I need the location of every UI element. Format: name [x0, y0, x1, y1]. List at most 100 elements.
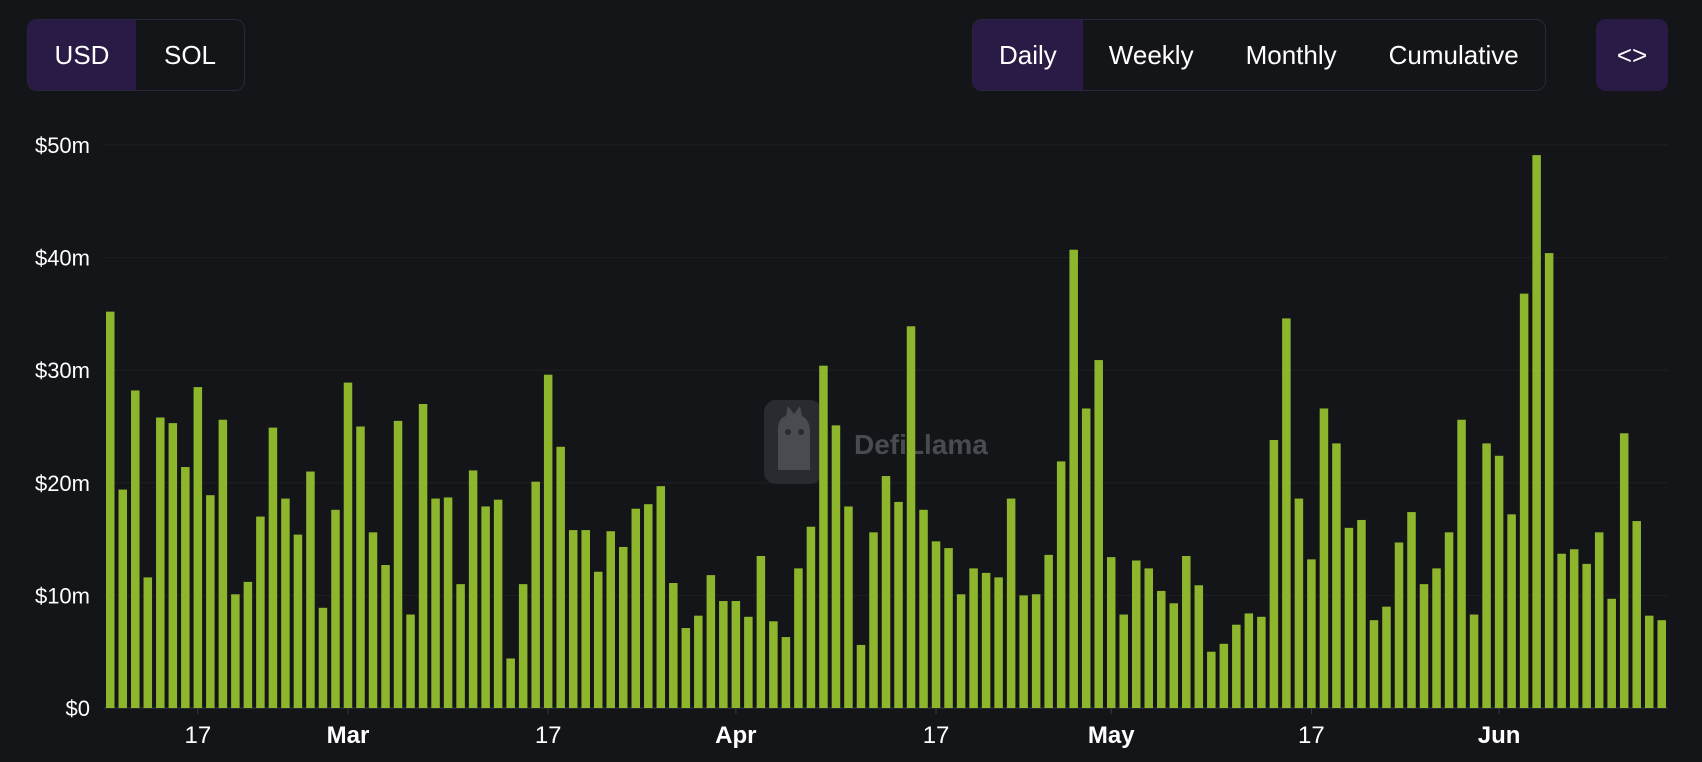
bar[interactable] — [1507, 514, 1516, 708]
bar[interactable] — [1369, 620, 1379, 708]
bar[interactable] — [631, 508, 641, 708]
bar[interactable] — [393, 420, 403, 708]
bar[interactable] — [844, 506, 853, 708]
bar[interactable] — [956, 594, 966, 708]
bar[interactable] — [681, 628, 691, 708]
bar[interactable] — [531, 481, 540, 708]
bar[interactable] — [1207, 651, 1216, 708]
bar[interactable] — [1119, 614, 1128, 708]
bar[interactable] — [106, 311, 115, 708]
bar[interactable] — [1482, 443, 1491, 708]
bar[interactable] — [1344, 527, 1354, 708]
bar[interactable] — [794, 568, 803, 708]
bar[interactable] — [493, 499, 503, 708]
bar[interactable] — [1219, 643, 1229, 708]
period-cumulative-button[interactable]: Cumulative — [1388, 39, 1519, 70]
embed-button[interactable]: <> — [1596, 19, 1668, 91]
bar[interactable] — [1094, 360, 1103, 708]
bar[interactable] — [756, 555, 766, 708]
currency-usd-button[interactable]: USD — [28, 20, 136, 90]
bar[interactable] — [256, 516, 265, 708]
bar[interactable] — [769, 621, 778, 708]
bar[interactable] — [1569, 549, 1579, 708]
bar[interactable] — [1244, 613, 1254, 708]
bar[interactable] — [856, 644, 866, 708]
bar[interactable] — [456, 584, 465, 708]
bar[interactable] — [131, 390, 140, 708]
bar[interactable] — [593, 571, 603, 708]
bar[interactable] — [1544, 253, 1554, 708]
period-daily-button[interactable]: Daily — [973, 20, 1083, 90]
bar[interactable] — [556, 446, 565, 708]
bar[interactable] — [1357, 519, 1366, 708]
bar[interactable] — [1632, 521, 1641, 708]
bar[interactable] — [306, 471, 315, 708]
bar[interactable] — [143, 577, 153, 708]
bar[interactable] — [1444, 532, 1454, 708]
bar[interactable] — [1407, 512, 1416, 708]
bar[interactable] — [1157, 590, 1166, 708]
bar[interactable] — [1557, 553, 1566, 708]
bar[interactable] — [1307, 559, 1316, 708]
bar[interactable] — [181, 467, 190, 708]
period-monthly-button[interactable]: Monthly — [1245, 39, 1337, 70]
bar[interactable] — [481, 506, 490, 708]
bar[interactable] — [906, 326, 916, 708]
bar[interactable] — [894, 501, 903, 708]
bar[interactable] — [193, 387, 203, 708]
bar[interactable] — [168, 423, 178, 708]
period-weekly-button[interactable]: Weekly — [1108, 39, 1194, 70]
bar[interactable] — [1394, 542, 1404, 708]
bar[interactable] — [1432, 568, 1441, 708]
bar[interactable] — [1044, 554, 1053, 708]
bar[interactable] — [231, 594, 240, 708]
bar[interactable] — [819, 365, 828, 708]
bar[interactable] — [568, 530, 578, 708]
bar[interactable] — [318, 607, 328, 708]
bar[interactable] — [1332, 443, 1341, 708]
bar[interactable] — [206, 495, 215, 708]
bar[interactable] — [806, 526, 816, 708]
bar[interactable] — [1056, 461, 1066, 708]
bar[interactable] — [1457, 419, 1466, 708]
bar[interactable] — [1106, 557, 1116, 708]
bar[interactable] — [1607, 598, 1616, 708]
bar[interactable] — [281, 498, 290, 708]
bar[interactable] — [468, 470, 478, 708]
bar[interactable] — [1006, 498, 1016, 708]
bar[interactable] — [1294, 498, 1304, 708]
bar[interactable] — [606, 531, 615, 708]
bar[interactable] — [1069, 249, 1078, 708]
bar[interactable] — [506, 658, 515, 708]
bar[interactable] — [1144, 568, 1154, 708]
bar[interactable] — [618, 546, 628, 708]
bar[interactable] — [331, 509, 340, 708]
bar[interactable] — [543, 374, 553, 708]
bar[interactable] — [669, 583, 678, 708]
bar[interactable] — [1644, 615, 1654, 708]
bar[interactable] — [268, 427, 278, 708]
bar[interactable] — [644, 504, 653, 708]
bar[interactable] — [1582, 563, 1591, 708]
bar[interactable] — [831, 425, 841, 708]
bar[interactable] — [1182, 555, 1191, 708]
bar[interactable] — [1194, 585, 1204, 708]
bar[interactable] — [1382, 606, 1391, 708]
bar[interactable] — [1269, 440, 1279, 708]
bar[interactable] — [1494, 455, 1504, 708]
bar[interactable] — [1282, 318, 1291, 708]
bar[interactable] — [431, 498, 440, 708]
bar[interactable] — [744, 616, 753, 708]
bar[interactable] — [719, 601, 728, 708]
bar[interactable] — [1169, 603, 1179, 708]
bar[interactable] — [931, 541, 941, 708]
bar[interactable] — [781, 637, 791, 708]
bar[interactable] — [969, 568, 978, 708]
bar[interactable] — [1031, 594, 1041, 708]
bar[interactable] — [343, 382, 353, 708]
bar[interactable] — [243, 581, 253, 708]
bar[interactable] — [518, 584, 528, 708]
bar[interactable] — [1131, 560, 1141, 708]
bar[interactable] — [1594, 532, 1604, 708]
bar[interactable] — [293, 534, 303, 708]
